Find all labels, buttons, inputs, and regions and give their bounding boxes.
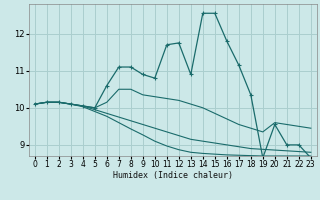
X-axis label: Humidex (Indice chaleur): Humidex (Indice chaleur) [113, 171, 233, 180]
